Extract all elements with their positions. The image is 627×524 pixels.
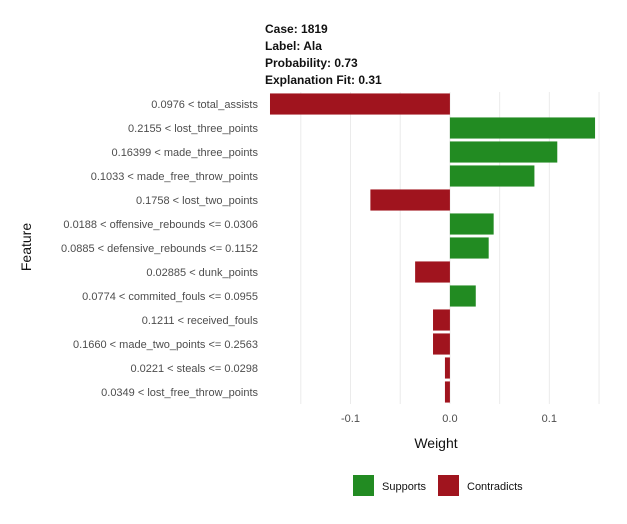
explanation-fit-text: Explanation Fit: 0.31 bbox=[265, 73, 382, 87]
y-tick-label: 0.1211 < received_fouls bbox=[142, 315, 259, 327]
legend: Supports Contradicts bbox=[353, 475, 523, 496]
bar-contradicts bbox=[415, 261, 450, 283]
y-axis-title: Feature bbox=[18, 223, 34, 271]
label-text: Label: Ala bbox=[265, 39, 322, 53]
bar-supports bbox=[449, 117, 596, 139]
x-tick-label: 0.0 bbox=[442, 413, 457, 425]
bar-supports bbox=[449, 237, 489, 259]
y-tick-label: 0.2155 < lost_three_points bbox=[128, 123, 258, 135]
y-tick-label: 0.02885 < dunk_points bbox=[146, 267, 258, 279]
bar-contradicts bbox=[444, 357, 450, 379]
y-tick-label: 0.0976 < total_assists bbox=[151, 99, 258, 111]
bar-contradicts bbox=[370, 189, 450, 211]
y-tick-label: 0.0188 < offensive_rebounds <= 0.0306 bbox=[63, 219, 258, 231]
probability-text: Probability: 0.73 bbox=[265, 56, 358, 70]
chart-header: Case: 1819 Label: Ala Probability: 0.73 … bbox=[265, 22, 382, 87]
y-tick-label: 0.0349 < lost_free_throw_points bbox=[101, 387, 258, 399]
y-tick-label: 0.1033 < made_free_throw_points bbox=[91, 171, 259, 183]
case-text: Case: 1819 bbox=[265, 22, 328, 36]
bar-supports bbox=[449, 213, 494, 235]
y-tick-label: 0.16399 < made_three_points bbox=[112, 147, 259, 159]
bar-supports bbox=[449, 285, 476, 307]
x-tick-label: 0.1 bbox=[542, 413, 557, 425]
legend-key-supports bbox=[353, 475, 374, 496]
bar-supports bbox=[449, 165, 535, 187]
x-tick-label: -0.1 bbox=[341, 413, 360, 425]
y-tick-label: 0.0221 < steals <= 0.0298 bbox=[130, 363, 258, 375]
legend-label-contradicts: Contradicts bbox=[467, 481, 523, 493]
y-tick-label: 0.0885 < defensive_rebounds <= 0.1152 bbox=[61, 243, 258, 255]
bar-supports bbox=[449, 141, 558, 163]
bar-contradicts bbox=[433, 309, 450, 331]
x-axis-tick-labels: -0.1 0.0 0.1 bbox=[341, 413, 557, 425]
legend-label-supports: Supports bbox=[382, 481, 427, 493]
bar-contradicts bbox=[444, 381, 450, 403]
y-tick-label: 0.1758 < lost_two_points bbox=[136, 195, 259, 207]
y-axis-tick-labels: 0.0976 < total_assists 0.2155 < lost_thre… bbox=[61, 99, 259, 399]
bars bbox=[269, 93, 596, 403]
y-tick-label: 0.0774 < commited_fouls <= 0.0955 bbox=[82, 291, 258, 303]
bar-contradicts bbox=[433, 333, 450, 355]
x-axis-title: Weight bbox=[414, 435, 457, 451]
legend-key-contradicts bbox=[438, 475, 459, 496]
bar-contradicts bbox=[269, 93, 450, 115]
y-tick-label: 0.1660 < made_two_points <= 0.2563 bbox=[73, 339, 258, 351]
